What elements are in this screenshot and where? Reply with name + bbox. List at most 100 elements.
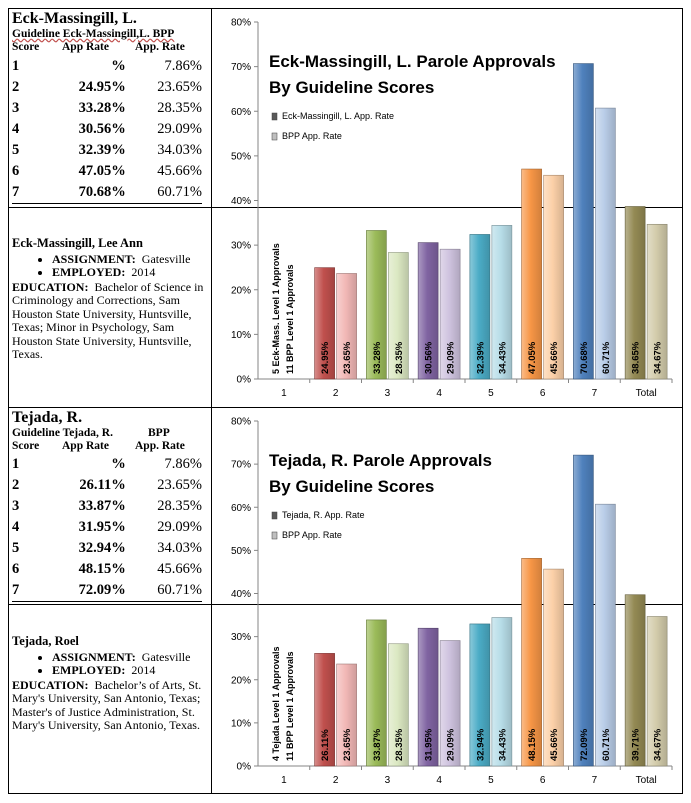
table-header-line2: Score App Rate App. Rate <box>12 41 208 54</box>
bar-bpp-2 <box>336 273 357 380</box>
bar-data-label: 72.09% <box>579 728 590 761</box>
bar-data-label: 23.65% <box>342 341 353 374</box>
legend-swatch <box>271 112 278 121</box>
y-tick-label: 20% <box>231 675 251 686</box>
legend-swatch <box>271 531 278 540</box>
bar-officer-3 <box>366 619 387 767</box>
cell-app: 33.28% <box>78 100 126 116</box>
cell-app: 30.56% <box>78 121 126 137</box>
cell-bpp: 34.03% <box>157 540 202 556</box>
bar-data-label: 28.35% <box>394 341 405 374</box>
category-1-note: 11 BPP Level 1 Approvals <box>285 651 295 761</box>
y-tick-label: 30% <box>231 632 251 643</box>
bar-data-label: 60.71% <box>601 341 612 374</box>
section-divider <box>9 407 682 408</box>
chart-title-line: By Guideline Scores <box>269 477 434 496</box>
bar-data-label: 29.09% <box>446 341 457 374</box>
bar-bpp-4 <box>439 248 461 380</box>
bio-full-name: Eck-Massingill, Lee Ann <box>12 237 143 250</box>
table-header-line1: Guideline Tejada, R. BPP <box>12 427 208 440</box>
x-tick-label: 3 <box>385 775 391 786</box>
bar-officer-6 <box>521 168 542 380</box>
cell-score: 4 <box>12 121 20 137</box>
education-value: Bachelor’s of Arts, St. Mary's Universit… <box>12 677 202 732</box>
cell-score: 1 <box>12 456 20 472</box>
x-tick-label: 1 <box>281 388 287 399</box>
cell-app: 33.87% <box>78 498 126 514</box>
cell-score: Total <box>12 602 44 604</box>
y-tick-label: 70% <box>231 460 251 471</box>
bio-education: EDUCATION: Bachelor’s of Arts, St. Mary'… <box>12 677 208 733</box>
cell-app: % <box>111 58 126 74</box>
bar-bpp-Total <box>646 616 668 767</box>
bio-list: ASSIGNMENT: Gatesville EMPLOYED: 2014 <box>12 649 208 678</box>
y-tick-label: 30% <box>231 241 251 252</box>
y-tick-label: 80% <box>231 417 251 428</box>
assignment-label: ASSIGNMENT: <box>52 649 136 664</box>
x-tick-label: 2 <box>333 775 339 786</box>
cell-score: 5 <box>12 540 20 556</box>
cell-bpp: 29.09% <box>157 519 202 535</box>
category-1-note: 11 BPP Level 1 Approvals <box>285 264 295 374</box>
cell-bpp: 60.71% <box>125 580 202 602</box>
bar-officer-7 <box>573 454 594 767</box>
legend-entry: Eck-Massingill, L. App. Rate <box>282 111 394 121</box>
y-tick-label: 10% <box>231 718 251 729</box>
bar-data-label: 60.71% <box>601 728 612 761</box>
cell-score: 1 <box>12 58 20 74</box>
table-row: 6 47.05% 45.66% <box>12 161 202 182</box>
employed-label: EMPLOYED: <box>52 663 126 677</box>
x-tick-label: 7 <box>592 775 598 786</box>
cell-app: 31.95% <box>78 519 126 535</box>
x-tick-label: 3 <box>385 388 391 399</box>
y-tick-label: 60% <box>231 503 251 514</box>
bar-data-label: 34.67% <box>653 728 664 761</box>
bio-list: ASSIGNMENT: Gatesville EMPLOYED: 2014 <box>12 251 208 280</box>
x-tick-label: 6 <box>540 388 546 399</box>
table-total-row: Total39.71%34.67% <box>12 602 202 604</box>
bar-bpp-5 <box>491 225 513 380</box>
section-divider <box>9 604 682 605</box>
bio-education: EDUCATION: Bachelor of Science in Crimin… <box>12 280 208 362</box>
bar-data-label: 26.11% <box>320 729 331 761</box>
category-1-note: 4 Tejada Level 1 Approvals <box>271 646 281 761</box>
cell-score: 7 <box>12 182 44 204</box>
column-divider <box>211 9 212 793</box>
rates-table: 1% 7.86% 2 24.95% 23.65% 3 33.28% 28.35% 4 30.56%… <box>12 56 202 206</box>
officer-1-rates-table: Eck-Massingill, L. Guideline Eck-Massing… <box>12 10 208 206</box>
assignment-value: Gatesville <box>141 251 191 266</box>
cell-bpp: 34.03% <box>157 142 202 158</box>
bar-data-label: 31.95% <box>424 728 435 761</box>
table-row: 2 24.95% 23.65% <box>12 77 202 98</box>
cell-score: 7 <box>12 580 44 602</box>
bar-data-label: 38.65% <box>631 341 642 374</box>
header-bpp-rate: App. Rate <box>135 439 185 452</box>
table-row: 3 33.28% 28.35% <box>12 98 202 119</box>
bar-bpp-4 <box>439 640 461 767</box>
bar-data-label: 24.95% <box>320 341 331 374</box>
x-tick-label: 4 <box>436 775 442 786</box>
bar-officer-4 <box>417 627 439 767</box>
table-row: 1% 7.86% <box>12 454 202 475</box>
table-row: 4 30.56% 29.09% <box>12 119 202 140</box>
employed-label: EMPLOYED: <box>52 265 126 279</box>
cell-bpp: 45.66% <box>157 561 202 577</box>
bar-data-label: 45.66% <box>549 728 560 761</box>
y-tick-label: 10% <box>231 330 251 341</box>
bar-bpp-7 <box>595 503 616 767</box>
bar-data-label: 33.87% <box>372 728 383 761</box>
bar-data-label: 28.35% <box>394 728 405 761</box>
cell-app: 32.94% <box>78 540 126 556</box>
cell-app: 38.65% <box>44 204 126 207</box>
bar-bpp-3 <box>388 643 409 767</box>
cell-bpp: 34.67% <box>126 602 202 604</box>
officer-2-rates-table: Tejada, R. Guideline Tejada, R. BPP Scor… <box>12 409 208 603</box>
y-tick-label: 50% <box>231 151 251 162</box>
bar-data-label: 47.05% <box>527 341 538 374</box>
x-tick-label: Total <box>636 388 657 399</box>
cell-score: Total <box>12 204 44 207</box>
bar-officer-4 <box>417 242 439 380</box>
rates-table: 1% 7.86% 2 26.11% 23.65% 3 33.87% 28.35% 4 31.95%… <box>12 454 202 603</box>
officer-1-bio: Eck-Massingill, Lee Ann ASSIGNMENT: Gate… <box>12 237 208 405</box>
table-row: 4 31.95% 29.09% <box>12 517 202 538</box>
